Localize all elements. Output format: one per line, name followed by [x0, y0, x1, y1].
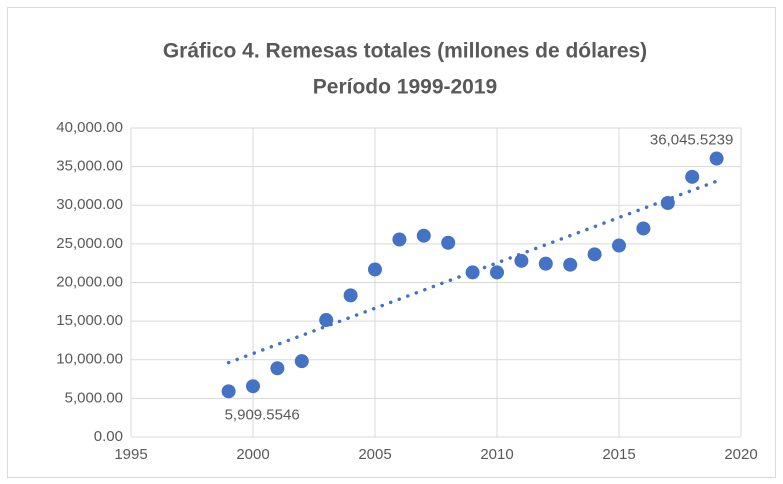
point: [343, 288, 358, 303]
point: [368, 262, 382, 277]
y-tick-label: 25,000.00: [56, 235, 123, 252]
point: [612, 238, 626, 253]
y-tick-label: 35,000.00: [56, 158, 123, 175]
point: [587, 247, 602, 262]
point: [563, 257, 578, 272]
point: [221, 384, 236, 399]
point: [270, 361, 285, 376]
x-tick-label: 2015: [602, 446, 635, 463]
point: [514, 253, 529, 268]
data-label: 5,909.5546: [225, 406, 300, 423]
x-tick-label: 2010: [480, 446, 513, 463]
y-tick-label: 15,000.00: [56, 312, 123, 329]
point: [709, 151, 724, 166]
point: [416, 228, 431, 243]
point: [660, 196, 675, 211]
y-tick-label: 5,000.00: [65, 389, 123, 406]
point: [538, 256, 553, 271]
chart-border: [7, 7, 776, 478]
point: [294, 354, 309, 369]
point: [246, 379, 260, 394]
y-tick-label: 40,000.00: [56, 119, 123, 136]
y-tick-label: 10,000.00: [56, 351, 123, 368]
chart-subtitle: Período 1999-2019: [313, 76, 497, 99]
x-tick-label: 2000: [236, 446, 269, 463]
point: [636, 221, 651, 236]
chart-title: Gráfico 4. Remesas totales (millones de …: [163, 40, 647, 63]
x-tick-label: 2020: [724, 446, 757, 463]
y-tick-label: 20,000.00: [56, 273, 123, 290]
point: [441, 235, 456, 250]
point: [490, 265, 504, 280]
x-tick-label: 1995: [114, 446, 147, 463]
point: [685, 169, 700, 184]
point: [465, 265, 480, 280]
point: [392, 232, 407, 247]
x-tick-label: 2005: [358, 446, 391, 463]
point: [319, 313, 334, 328]
y-tick-label: 0.00: [94, 428, 123, 445]
y-tick-label: 30,000.00: [56, 196, 123, 213]
data-label: 36,045.5239: [650, 132, 733, 149]
